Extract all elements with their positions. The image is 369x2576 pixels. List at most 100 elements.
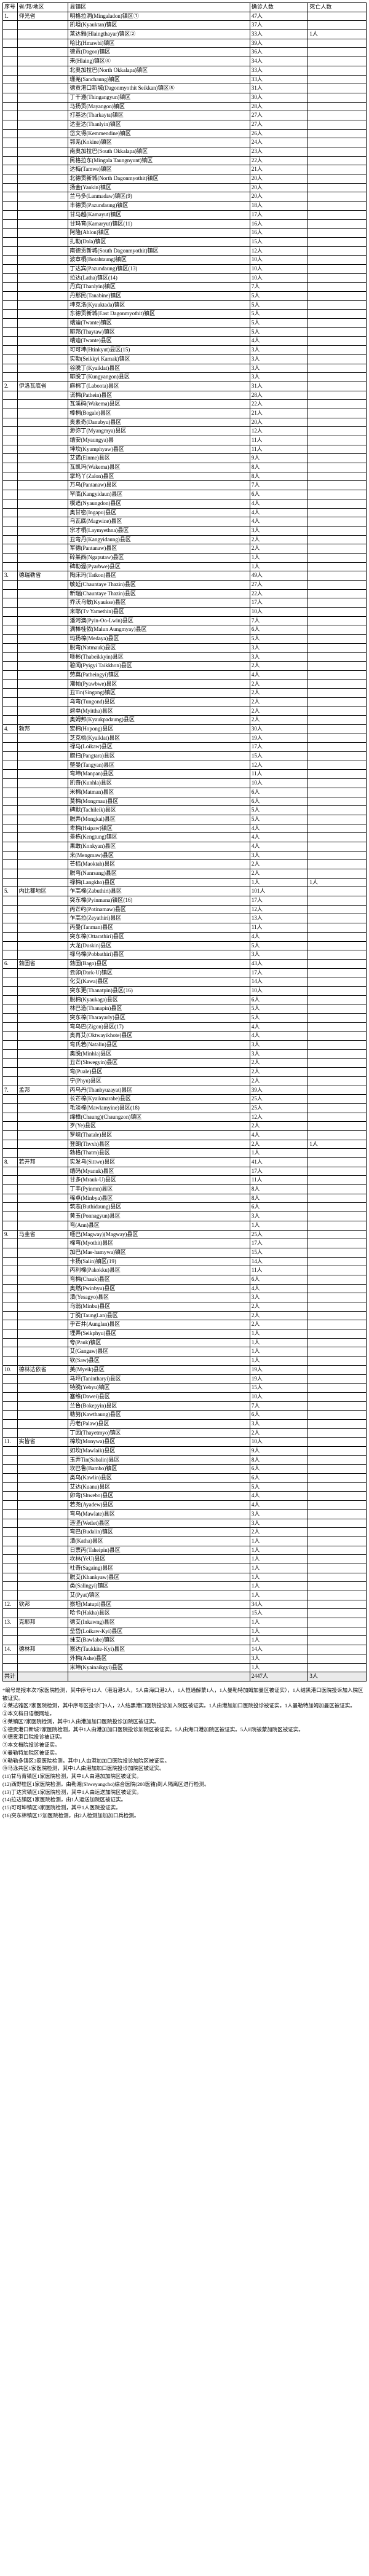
cell bbox=[3, 734, 18, 743]
cell bbox=[308, 1086, 367, 1095]
cell bbox=[3, 1221, 18, 1230]
cell: 弯(Ann)县区 bbox=[68, 1221, 250, 1230]
cell bbox=[17, 779, 68, 788]
cell bbox=[3, 364, 18, 373]
cell bbox=[308, 616, 367, 625]
table-row: 特脱(Yebyu)镇区15人 bbox=[3, 1384, 367, 1393]
cell bbox=[308, 1546, 367, 1555]
table-row: 万乌(Pantanaw)县区7人 bbox=[3, 481, 367, 490]
table-row: 凯奇(Kunhla)县区10人 bbox=[3, 779, 367, 788]
cell bbox=[17, 354, 68, 364]
cell bbox=[3, 1482, 18, 1492]
cell: 1人 bbox=[250, 1618, 308, 1627]
cell bbox=[3, 1113, 18, 1122]
cell bbox=[3, 716, 18, 725]
cell bbox=[17, 445, 68, 454]
cell bbox=[308, 670, 367, 679]
cell bbox=[308, 1320, 367, 1329]
cell: 10人 bbox=[250, 264, 308, 273]
cell bbox=[17, 869, 68, 879]
cell bbox=[17, 346, 68, 355]
table-row: 9.马圭省咂巴(Magway)(Magway)县区25人 bbox=[3, 1230, 367, 1239]
cell: 15人 bbox=[250, 1384, 308, 1393]
cell: 4人 bbox=[250, 508, 308, 517]
cell bbox=[17, 1068, 68, 1077]
cell bbox=[17, 788, 68, 797]
total-deaths: 3人 bbox=[308, 1672, 367, 1681]
footnote-line: (13)丁达宾镇区1家医院检测，其中1人由运送加院区被证实。 bbox=[2, 1788, 367, 1796]
cell bbox=[308, 526, 367, 535]
cell bbox=[3, 75, 18, 84]
cell: 脱弄(Mongkai)县区 bbox=[68, 815, 250, 824]
table-row: 10.德林达依省美(Myeik)县区19人 bbox=[3, 1365, 367, 1374]
cell: 2人 bbox=[250, 679, 308, 689]
table-row: 哈卡(Hakha)县区15人 bbox=[3, 1609, 367, 1618]
cell: 11人 bbox=[250, 770, 308, 779]
cell bbox=[308, 1618, 367, 1627]
cell: 17人 bbox=[250, 210, 308, 219]
cell bbox=[308, 508, 367, 517]
cell bbox=[3, 1257, 18, 1266]
cell bbox=[17, 914, 68, 923]
cell bbox=[17, 1519, 68, 1528]
table-row: 缅码(Myanuk)县区17人 bbox=[3, 1167, 367, 1176]
cell bbox=[3, 1275, 18, 1284]
cell: 乌弯(Tungond)县区 bbox=[68, 697, 250, 707]
cell bbox=[17, 1419, 68, 1428]
cell bbox=[308, 1095, 367, 1104]
cell bbox=[17, 1149, 68, 1158]
cell bbox=[308, 1591, 367, 1600]
cell bbox=[308, 1465, 367, 1474]
cell bbox=[308, 1645, 367, 1654]
cell: 4人 bbox=[250, 842, 308, 851]
cell bbox=[308, 256, 367, 265]
cell: 哈比(Hmawbi)镇区 bbox=[68, 39, 250, 48]
cell bbox=[3, 878, 18, 887]
cell: 8人 bbox=[250, 1455, 308, 1465]
table-row: 丁达宾(Pazundaung)镇区(13)10人 bbox=[3, 264, 367, 273]
cell bbox=[3, 283, 18, 292]
cell bbox=[17, 743, 68, 752]
cell: 禄棉(Langkho)县区 bbox=[68, 878, 250, 887]
cell bbox=[3, 806, 18, 815]
table-row: 14.德林邦察达(Taukkite-Kyi)县区14人 bbox=[3, 1645, 367, 1654]
table-row: 腊扫(Pangtara)县区15人 bbox=[3, 752, 367, 761]
cell bbox=[3, 327, 18, 337]
cell bbox=[308, 463, 367, 472]
cell bbox=[308, 968, 367, 977]
table-row: 甘玛育(Kamaryut)镇区(11)16人 bbox=[3, 219, 367, 229]
cell bbox=[308, 1347, 367, 1357]
cell bbox=[17, 1266, 68, 1275]
cell: 马扬贡(Mayangon)镇区 bbox=[68, 102, 250, 111]
cell bbox=[17, 93, 68, 102]
cell bbox=[3, 1266, 18, 1275]
table-row: 哈比(Hmawbi)镇区39人 bbox=[3, 39, 367, 48]
table-row: 德贡港口新城(Dagonmyothit Seikkan)镇区⑤31人 bbox=[3, 84, 367, 93]
cell: 22人 bbox=[250, 400, 308, 409]
cell bbox=[17, 581, 68, 590]
cell bbox=[308, 887, 367, 896]
cell: 2人 bbox=[250, 662, 308, 671]
table-row: 违坚(Wetlet)县区3人 bbox=[3, 1519, 367, 1528]
cell bbox=[17, 842, 68, 851]
cell: 兰马多(Lanmadaw)镇区(9) bbox=[68, 192, 250, 202]
cell bbox=[308, 1428, 367, 1438]
cell bbox=[17, 472, 68, 481]
table-row: 兰鲁(Bokepyin)县区7人 bbox=[3, 1401, 367, 1411]
cell: 12. bbox=[3, 1600, 18, 1609]
cell bbox=[17, 1049, 68, 1059]
cell bbox=[3, 977, 18, 987]
cell bbox=[17, 391, 68, 400]
cell: 8人 bbox=[250, 1194, 308, 1203]
cell bbox=[308, 21, 367, 30]
cell: 17人 bbox=[250, 968, 308, 977]
cell: 社奇(Sagaing)县区 bbox=[68, 1564, 250, 1573]
cell: 33人 bbox=[250, 30, 308, 39]
cell bbox=[308, 138, 367, 147]
cell bbox=[308, 1176, 367, 1185]
cell bbox=[3, 697, 18, 707]
cell bbox=[3, 1419, 18, 1428]
cell: 3人 bbox=[250, 1212, 308, 1221]
cell: 突东更(Thanatpin)县区(16) bbox=[68, 986, 250, 995]
total-label: 共计 bbox=[3, 1672, 18, 1681]
